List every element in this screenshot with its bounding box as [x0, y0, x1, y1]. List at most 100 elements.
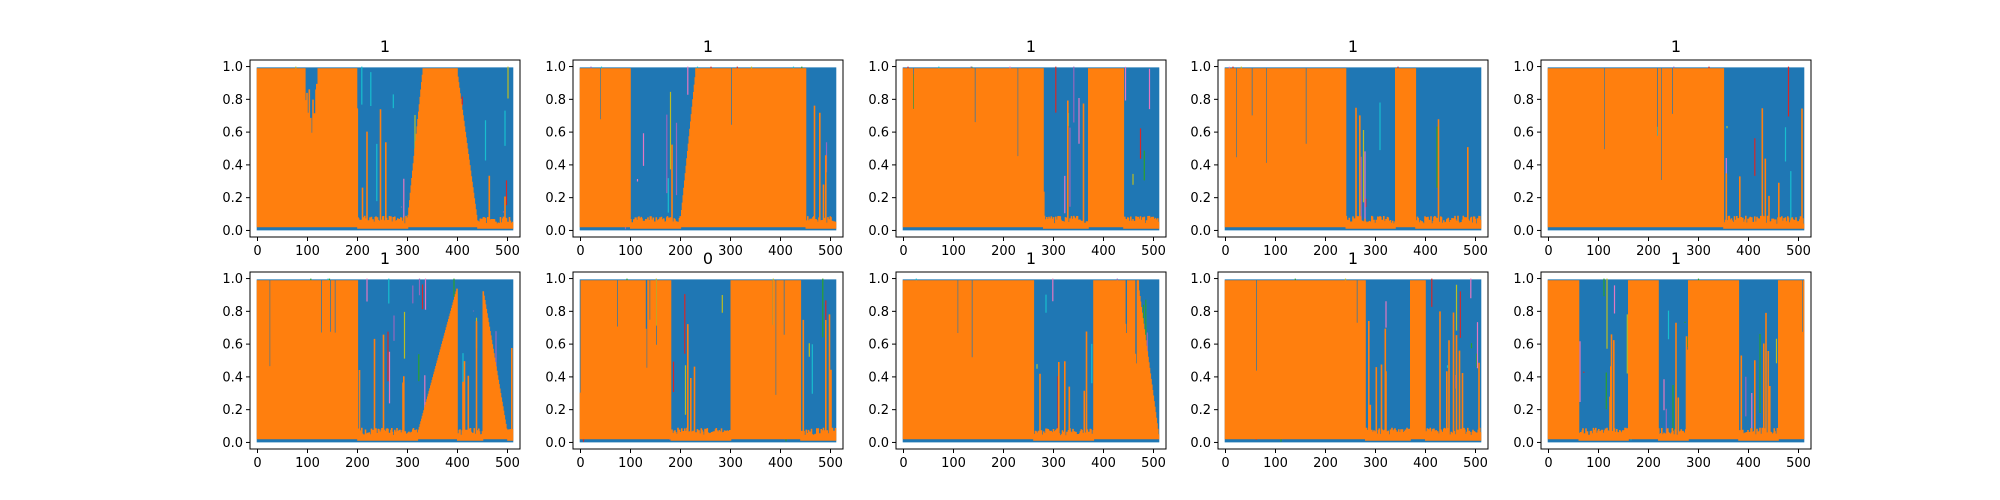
x-tick-label: 200	[1313, 244, 1338, 259]
y-tick-label: 0.4	[868, 370, 889, 385]
y-tick-label: 0.6	[868, 126, 889, 141]
y-tick-label: 1.0	[545, 272, 566, 287]
plot-area	[258, 279, 513, 443]
x-tick-label: 300	[1686, 244, 1711, 259]
x-tick-label: 400	[1091, 456, 1116, 471]
y-tick-label: 0.2	[1513, 403, 1534, 418]
x-tick-label: 200	[1636, 244, 1661, 259]
x-tick-label: 0	[1221, 456, 1229, 471]
y-tick-label: 0.6	[545, 126, 566, 141]
y-tick-label: 0.8	[545, 93, 566, 108]
x-tick-label: 100	[941, 244, 966, 259]
x-tick-label: 400	[768, 456, 793, 471]
x-tick-label: 200	[345, 456, 370, 471]
y-tick-label: 1.0	[868, 272, 889, 287]
series-orange-line	[904, 68, 1159, 229]
x-tick-label: 0	[253, 456, 261, 471]
subplot-title: 0	[703, 249, 713, 268]
subplot-2: 1 0 100 200 300 400 500 0.0 0.2 0.4 0.6 0.8 1.0	[545, 37, 843, 259]
x-tick-label: 400	[445, 456, 470, 471]
y-tick-label: 1.0	[222, 60, 243, 75]
x-tick-label: 300	[718, 244, 743, 259]
x-tick-label: 300	[718, 456, 743, 471]
series-orange-line	[904, 280, 1159, 441]
y-tick-label: 0.2	[545, 191, 566, 206]
subplot-title: 1	[380, 249, 390, 268]
x-tick-label: 300	[1041, 244, 1066, 259]
x-tick-label: 500	[1463, 456, 1488, 471]
subplot-title: 1	[1348, 249, 1358, 268]
x-tick-label: 200	[991, 456, 1016, 471]
subplot-4: 10 100 200 300 400 5000.00.20.40.60.81.0	[1190, 37, 1488, 259]
y-tick-label: 0.2	[868, 191, 889, 206]
subplot-6: 1 0 100 200 300 400 500 0.0 0.2 0.4 0.6 0.8 1.0	[222, 249, 520, 471]
y-tick-label: 0.0	[545, 436, 566, 451]
x-tick-label: 200	[668, 244, 693, 259]
y-tick-label: 0.6	[545, 338, 566, 353]
y-tick-label: 1.0	[1190, 60, 1211, 75]
plot-area	[904, 279, 1159, 443]
plot-area	[1549, 279, 1804, 443]
plot-area	[581, 67, 836, 231]
y-tick-label: 0.8	[545, 305, 566, 320]
y-tick-label: 0.8	[1190, 93, 1211, 108]
subplot-9: 10 100 200 300 400 5000.00.20.40.60.81.0	[1190, 249, 1488, 471]
subplot-7: 0 0 100 200 300 400 500 0.0 0.2 0.4 0.6 0.8 1.0	[545, 249, 843, 471]
y-tick-label: 0.2	[222, 403, 243, 418]
x-tick-label: 400	[1736, 244, 1761, 259]
y-tick-label: 0.0	[1190, 224, 1211, 239]
subplot-title: 1	[1348, 37, 1358, 56]
y-tick-label: 1.0	[1513, 60, 1534, 75]
y-tick-label: 0.8	[1190, 305, 1211, 320]
x-tick-label: 0	[899, 456, 907, 471]
subplot-10: 10 100 200 300 400 5000.00.20.40.60.81.0	[1513, 249, 1811, 471]
y-tick-label: 0.8	[1513, 305, 1534, 320]
x-tick-label: 500	[495, 456, 520, 471]
x-tick-label: 100	[295, 244, 320, 259]
subplot-1: 1 0 100 200 300 400 500 0.0 0.2 0.4 0.6 0.8 1.0	[222, 37, 520, 259]
subplot-title: 1	[703, 37, 713, 56]
x-tick-label: 300	[1041, 456, 1066, 471]
subplot-title: 1	[380, 37, 390, 56]
y-tick-label: 0.0	[222, 224, 243, 239]
plot-area	[258, 67, 513, 231]
x-tick-label: 300	[1363, 244, 1388, 259]
y-tick-label: 0.8	[222, 93, 243, 108]
x-tick-label: 400	[445, 244, 470, 259]
subplot-title: 1	[1026, 37, 1036, 56]
subplot-5: 10 100 200 300 400 5000.00.20.40.60.81.0	[1513, 37, 1811, 259]
x-tick-label: 0	[576, 456, 584, 471]
x-tick-label: 500	[1786, 456, 1811, 471]
x-tick-label: 100	[618, 456, 643, 471]
x-tick-label: 500	[1141, 456, 1166, 471]
x-tick-label: 500	[1786, 244, 1811, 259]
plot-area	[1549, 67, 1804, 231]
x-tick-label: 200	[991, 244, 1016, 259]
y-tick-label: 0.4	[222, 158, 243, 173]
x-tick-label: 0	[576, 244, 584, 259]
x-tick-label: 400	[1736, 456, 1761, 471]
y-tick-label: 0.6	[1190, 126, 1211, 141]
y-tick-label: 0.6	[1513, 126, 1534, 141]
y-tick-label: 0.2	[545, 403, 566, 418]
y-tick-label: 0.8	[868, 305, 889, 320]
x-tick-label: 100	[1263, 244, 1288, 259]
y-tick-label: 0.6	[1190, 338, 1211, 353]
x-tick-label: 0	[1544, 244, 1552, 259]
y-tick-label: 0.2	[1513, 191, 1534, 206]
y-tick-label: 0.0	[1513, 436, 1534, 451]
y-tick-label: 0.0	[868, 436, 889, 451]
x-tick-label: 100	[1263, 456, 1288, 471]
y-tick-label: 0.8	[222, 305, 243, 320]
subplot-8: 1 0 100 200 300 400 500 0.0 0.2 0.4 0.6 0.8 1.0	[868, 249, 1166, 471]
x-tick-label: 300	[395, 456, 420, 471]
y-tick-label: 0.4	[545, 158, 566, 173]
x-tick-label: 200	[668, 456, 693, 471]
x-tick-label: 300	[1363, 456, 1388, 471]
x-tick-label: 400	[1413, 244, 1438, 259]
x-tick-label: 400	[1091, 244, 1116, 259]
y-tick-label: 0.4	[1190, 158, 1211, 173]
y-tick-label: 0.2	[868, 403, 889, 418]
y-tick-label: 0.4	[222, 370, 243, 385]
